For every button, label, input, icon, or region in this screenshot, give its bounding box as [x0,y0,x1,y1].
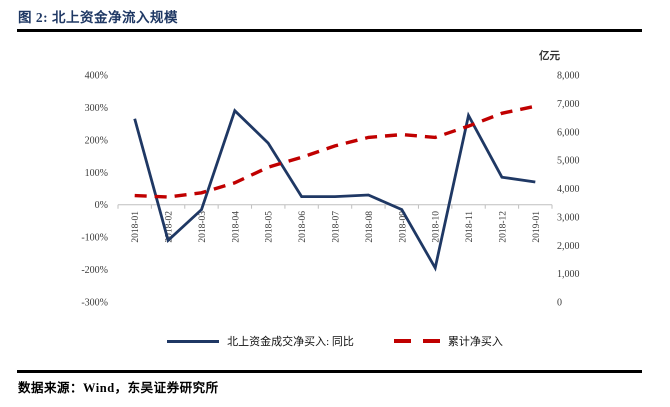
legend-item-cumulative: 累计净买入 [393,333,503,349]
right-axis-tick-label: 3,000 [557,212,580,223]
right-axis-tick-label: 8,000 [557,71,580,82]
title-divider [17,29,642,32]
right-axis-tick-label: 6,000 [557,127,580,138]
legend-label-yoy: 北上资金成交净买入: 同比 [227,336,354,348]
x-axis-tick-label: 2018-12 [498,211,508,243]
footer-divider [17,370,642,373]
left-axis-tick-label: 300% [85,103,108,114]
data-source-note: 数据来源：Wind，东吴证券研究所 [18,381,219,395]
right-axis-tick-label: 2,000 [557,241,580,252]
x-axis-tick-label: 2018-10 [432,211,442,243]
left-axis-tick-label: 100% [85,168,108,179]
figure-title: 图 2: 北上资金净流入规模 [18,10,178,25]
legend-label-cumulative: 累计净买入 [447,336,503,348]
left-axis-tick-label: 400% [85,71,108,82]
right-axis-tick-label: 7,000 [557,99,580,110]
x-axis-tick-label: 2018-02 [165,211,175,243]
x-axis-tick-label: 2019-01 [532,211,542,243]
left-axis-tick-label: -300% [81,298,108,309]
solid-line-swatch [167,339,220,343]
left-axis-tick-label: 0% [95,200,108,211]
x-axis-tick-label: 2018-04 [231,211,241,243]
x-axis-tick-label: 2018-08 [365,211,375,243]
x-axis-tick-label: 2018-09 [398,211,408,243]
x-axis-tick-label: 2018-11 [465,211,475,243]
x-axis-tick-label: 2018-01 [131,211,141,243]
yoy-series-line [133,108,536,272]
legend-item-yoy: 北上资金成交净买入: 同比 [167,333,354,349]
x-axis-tick-label: 2018-03 [198,211,208,243]
right-axis-unit-label: 亿元 [539,51,560,62]
x-axis-tick-label: 2018-06 [298,211,308,243]
right-axis-tick-label: 1,000 [557,269,580,280]
right-axis-tick-label: 5,000 [557,156,580,167]
left-axis-tick-label: -200% [81,265,108,276]
chart-legend: 北上资金成交净买入: 同比 累计净买入 [0,333,670,349]
x-axis-tick-label: 2018-05 [265,211,275,243]
left-axis-tick-label: 200% [85,135,108,146]
cumulative-series-line [134,104,536,199]
dashed-line-swatch [393,338,440,344]
x-axis-tick-label: 2018-07 [332,211,342,243]
left-axis-tick-label: -100% [81,233,108,244]
right-axis-tick-label: 4,000 [557,184,580,195]
right-axis-tick-label: 0 [557,298,562,309]
